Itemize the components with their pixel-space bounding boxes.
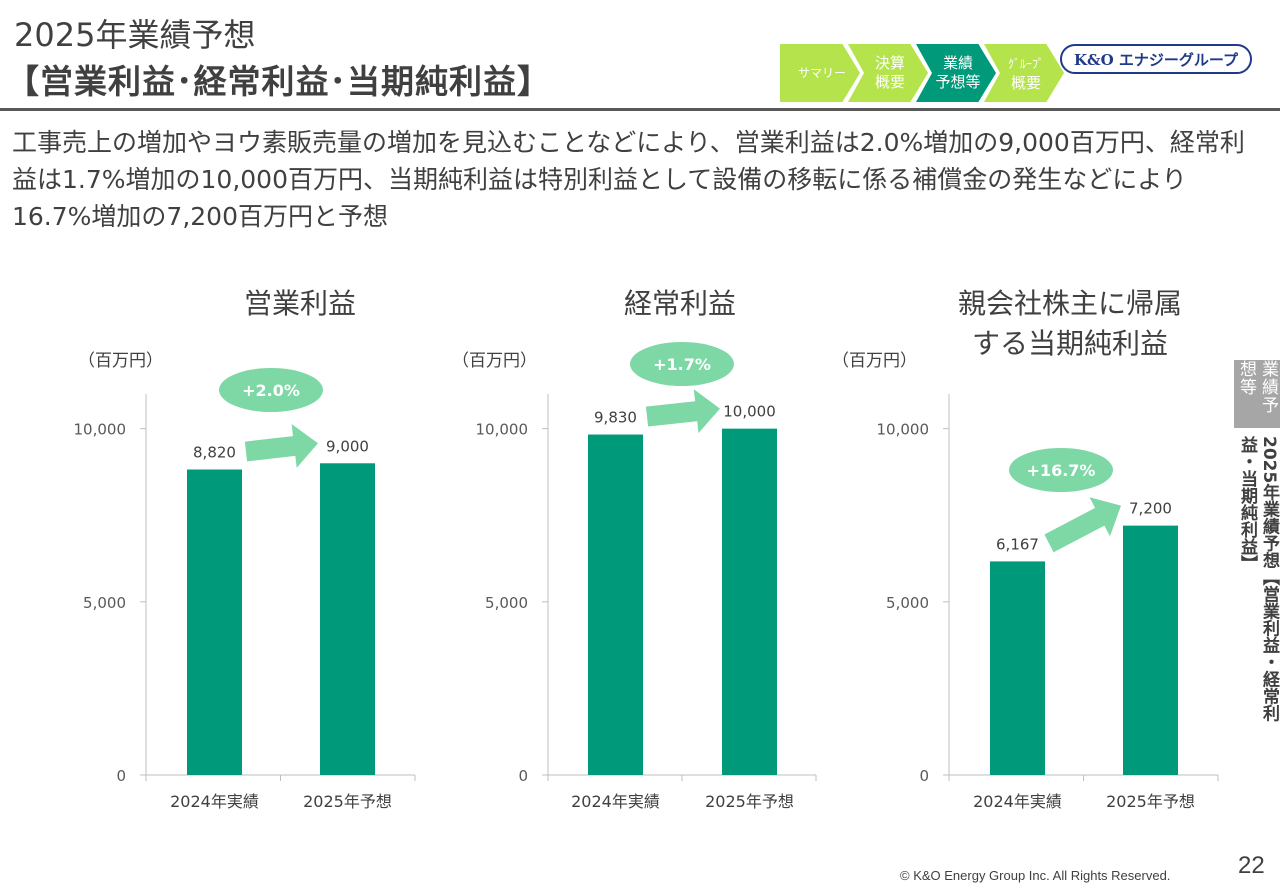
y-tick-label: 0 [919, 767, 929, 785]
change-label: +16.7% [1027, 461, 1096, 480]
y-tick-label: 5,000 [83, 594, 126, 612]
bar-2024年実績 [588, 434, 643, 775]
chart-title-ordinary-income: 経常利益 [623, 287, 736, 320]
increase-arrow [645, 389, 720, 434]
change-badge [1009, 448, 1113, 492]
chart-title-operating-income: 営業利益 [243, 287, 356, 320]
y-tick-label: 0 [518, 767, 528, 785]
y-tick-label: 5,000 [886, 594, 929, 612]
increase-arrow [244, 424, 318, 468]
company-logo: K&O エナジーグループ [1060, 44, 1252, 74]
sidebar-section-tab: 業績予想等 [1234, 360, 1280, 428]
x-category-label: 2025年予想 [705, 792, 794, 811]
copyright-notice: © K&O Energy Group Inc. All Rights Reser… [900, 868, 1171, 883]
bar-2025年予想 [722, 428, 777, 775]
change-badge [219, 368, 323, 412]
bar-2024年実績 [990, 561, 1045, 775]
charts-canvas: 0 5,000 10,000 8,820 2024年実績 9,000 2025年予想 +2.0… [74, 342, 1219, 811]
nav-item-summary[interactable]: サマリー [780, 44, 860, 102]
y-tick-label: 10,000 [476, 421, 529, 439]
header-divider [0, 108, 1280, 111]
increase-arrow [1044, 497, 1121, 553]
page-number: 22 [1238, 852, 1265, 879]
bar-2024年実績 [187, 469, 242, 775]
chart-title-net-income: 親会社株主に帰属 する当期純利益 [920, 284, 1220, 364]
y-tick-label: 5,000 [485, 594, 528, 612]
data-label: 10,000 [723, 403, 776, 421]
change-label: +1.7% [653, 355, 711, 374]
bar-2025年予想 [1123, 525, 1178, 775]
page-title: 2025年業績予想 [14, 16, 256, 54]
change-label: +2.0% [242, 381, 300, 400]
sidebar-vertical-title: 2025年業績予想【営業利益・経常利益・当期純利益】 [1237, 436, 1279, 722]
nav-item-financial-results-label: 決算 概要 [874, 54, 905, 91]
chart-unit-operating-income: （百万円） [78, 351, 163, 371]
y-tick-label: 10,000 [74, 421, 127, 439]
nav-item-financial-results[interactable]: 決算 概要 [848, 44, 928, 102]
nav-item-forecast[interactable]: 業績 予想等 [916, 44, 996, 102]
x-category-label: 2024年実績 [170, 792, 259, 811]
y-tick-label: 10,000 [877, 421, 930, 439]
chart-title-net-income-line2: する当期純利益 [971, 327, 1168, 360]
data-label: 7,200 [1129, 500, 1172, 518]
data-label: 6,167 [996, 535, 1039, 553]
data-label: 8,820 [193, 444, 236, 462]
x-category-label: 2025年予想 [1106, 792, 1195, 811]
x-category-label: 2024年実績 [973, 792, 1062, 811]
nav-item-group-overview-label: ｸﾞﾙｰﾌﾟ 概要 [1007, 56, 1044, 92]
bar-2025年予想 [320, 463, 375, 775]
x-category-label: 2025年予想 [303, 792, 392, 811]
chart-unit-net-income: （百万円） [832, 351, 917, 371]
x-category-label: 2024年実績 [571, 792, 660, 811]
chart-unit-ordinary-income: （百万円） [452, 351, 537, 371]
chart-title-net-income-line1: 親会社株主に帰属 [957, 287, 1182, 320]
change-badge [630, 342, 734, 386]
nav-item-summary-label: サマリー [797, 65, 846, 80]
data-label: 9,000 [326, 437, 369, 455]
page-subtitle: 【営業利益･経常利益･当期純利益】 [6, 62, 551, 101]
data-label: 9,830 [594, 409, 637, 427]
y-tick-label: 0 [116, 767, 126, 785]
nav-item-forecast-label: 業績 予想等 [935, 54, 981, 91]
summary-text: 工事売上の増加やヨウ素販売量の増加を見込むことなどにより、営業利益は2.0%増加… [12, 128, 1245, 231]
